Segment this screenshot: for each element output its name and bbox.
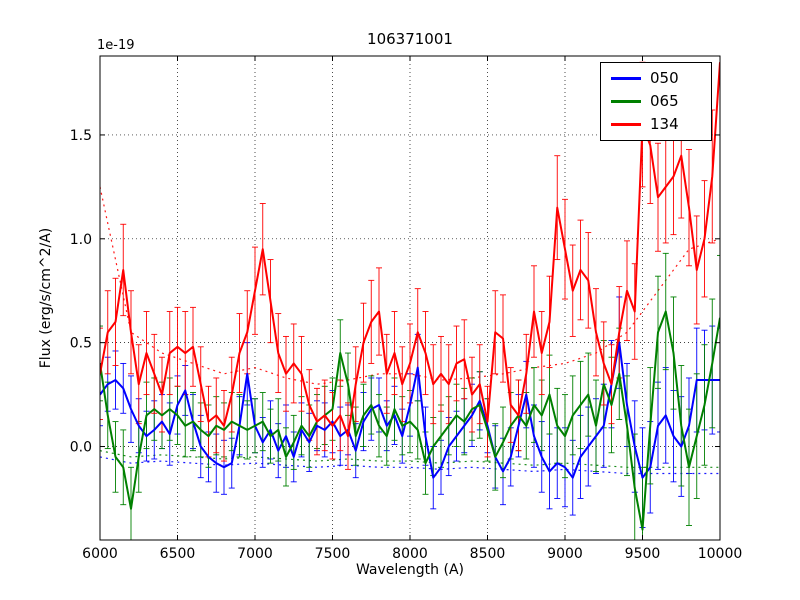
legend-entry-050: 050 [601,67,711,90]
legend: 050 065 134 [600,62,712,141]
x-tick-label: 7000 [237,546,273,562]
noise-line-134-noise [100,186,720,385]
y-tick-label: 1.5 [70,128,92,144]
y-axis-label: Flux (erg/s/cm^2/A) [38,227,54,369]
x-tick-label: 6000 [82,546,118,562]
x-tick-label: 9500 [625,546,661,562]
x-tick-label: 8000 [392,546,428,562]
x-axis-label: Wavelength (A) [355,562,464,578]
x-tick-label: 8500 [470,546,506,562]
legend-entry-065: 065 [601,90,711,113]
legend-line-sample [611,77,641,80]
plot-data [100,56,720,540]
legend-label: 050 [650,69,679,87]
series-line-134 [100,62,720,438]
y-tick-label: 0.0 [70,440,92,456]
ticks: 6000 6500 7000 7500 8000 8500 9000 9500 10000 0.0… [70,56,743,562]
legend-label: 134 [650,115,679,133]
x-tick-label: 6500 [160,546,196,562]
y-tick-label: 0.5 [70,336,92,352]
legend-entry-134: 134 [601,113,711,136]
chart-title: 106371001 [367,30,453,48]
y-tick-label: 1.0 [70,232,92,248]
legend-line-sample [611,123,641,126]
series-line-065 [100,310,720,531]
legend-line-sample [611,100,641,103]
series-line-050 [100,341,720,479]
legend-label: 065 [650,92,679,110]
x-tick-label: 7500 [315,546,351,562]
y-axis-offset-text: 1e-19 [97,38,135,53]
x-tick-label: 10000 [698,546,743,562]
x-tick-label: 9000 [547,546,583,562]
